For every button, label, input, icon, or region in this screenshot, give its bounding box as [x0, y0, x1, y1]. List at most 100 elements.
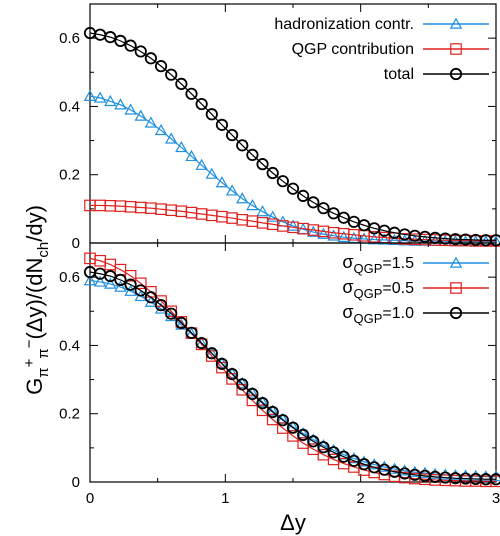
- y-axis-title: Gπ+π−(Δy)/(dNch/dy): [21, 205, 52, 395]
- data-point: [154, 302, 168, 314]
- data-point: [185, 326, 198, 339]
- y-tick-label: 0: [72, 235, 80, 252]
- data-point: [124, 284, 137, 296]
- legend: hadronization contr. QGP contribution tota…: [274, 16, 489, 83]
- legend-label: σQGP=1.5: [342, 252, 414, 276]
- data-point: [226, 368, 239, 381]
- data-point: [388, 233, 401, 246]
- data-point: [114, 280, 127, 292]
- data-point: [195, 158, 208, 170]
- data-point: [256, 158, 269, 171]
- data-point: [297, 189, 310, 202]
- data-point: [256, 397, 269, 410]
- x-tick-label: 3: [492, 490, 500, 507]
- x-tick-label: 1: [221, 490, 229, 507]
- data-point: [286, 182, 300, 195]
- series: [83, 26, 500, 247]
- data-point: [378, 233, 391, 245]
- data-point: [256, 395, 269, 407]
- data-point: [134, 284, 147, 297]
- data-point: [347, 231, 361, 243]
- x-axis-title: Δy: [280, 510, 306, 535]
- data-point: [246, 387, 259, 401]
- data-point: [439, 468, 452, 480]
- y-tick-label: 0.2: [59, 167, 80, 184]
- data-point: [378, 460, 391, 472]
- legend-marker: [449, 256, 463, 268]
- data-point: [398, 464, 411, 476]
- data-point: [418, 466, 432, 478]
- series-line: [89, 271, 496, 480]
- data-point: [388, 462, 401, 474]
- series: [83, 265, 500, 486]
- data-point: [124, 278, 137, 291]
- data-point: [337, 211, 350, 224]
- y-tick-label: 0.4: [59, 337, 80, 354]
- data-point: [266, 405, 279, 419]
- data-point: [165, 68, 178, 81]
- data-point: [124, 39, 137, 52]
- data-point: [215, 118, 229, 131]
- data-point: [489, 473, 500, 486]
- top-panel: 0 0.2 0.4 0.6 hadronization contr. QGP contri…: [59, 3, 500, 252]
- data-point: [104, 277, 117, 289]
- data-point: [185, 149, 198, 162]
- data-point: [236, 378, 249, 391]
- data-point: [154, 299, 168, 312]
- data-point: [327, 446, 340, 459]
- data-point: [256, 205, 269, 217]
- data-point: [83, 274, 97, 286]
- legend-label: total: [384, 66, 414, 83]
- data-point: [307, 225, 320, 237]
- legend-marker: [449, 17, 463, 29]
- data-point: [104, 31, 117, 44]
- data-point: [307, 435, 320, 448]
- data-point: [286, 421, 300, 434]
- data-point: [154, 123, 168, 136]
- data-point: [337, 230, 350, 242]
- data-point: [357, 455, 371, 467]
- data-point: [205, 108, 218, 121]
- legend-marker: [449, 306, 463, 320]
- legend-label: QGP contribution: [292, 41, 414, 58]
- data-point: [225, 366, 239, 379]
- data-point: [408, 465, 422, 477]
- data-point: [236, 192, 249, 204]
- y-tick-label: 0.6: [59, 30, 80, 47]
- data-point: [175, 140, 188, 153]
- data-point: [276, 175, 289, 188]
- legend-label: hadronization contr.: [274, 16, 414, 33]
- series-line: [89, 32, 496, 241]
- data-point: [367, 233, 381, 245]
- data-point: [317, 441, 330, 454]
- data-point: [226, 129, 239, 142]
- data-point: [398, 234, 411, 246]
- data-point: [104, 94, 117, 107]
- data-point: [144, 116, 158, 128]
- data-point: [124, 269, 137, 282]
- data-point: [134, 109, 147, 121]
- data-point: [104, 270, 117, 283]
- data-point: [286, 219, 300, 231]
- data-point: [114, 34, 127, 47]
- legend-marker: [449, 67, 463, 81]
- data-point: [175, 316, 188, 329]
- y-tick-label: 0.6: [59, 269, 80, 286]
- data-point: [246, 199, 259, 211]
- data-point: [317, 227, 330, 239]
- data-point: [93, 91, 107, 103]
- data-point: [216, 361, 228, 374]
- data-point: [347, 452, 361, 464]
- data-point: [195, 97, 208, 111]
- data-point: [337, 450, 350, 463]
- data-point: [215, 357, 229, 370]
- data-point: [317, 202, 330, 215]
- data-point: [266, 166, 279, 180]
- data-point: [428, 467, 442, 479]
- data-point: [185, 87, 198, 100]
- data-point: [276, 414, 289, 427]
- data-point: [93, 275, 107, 287]
- data-point: [114, 98, 127, 110]
